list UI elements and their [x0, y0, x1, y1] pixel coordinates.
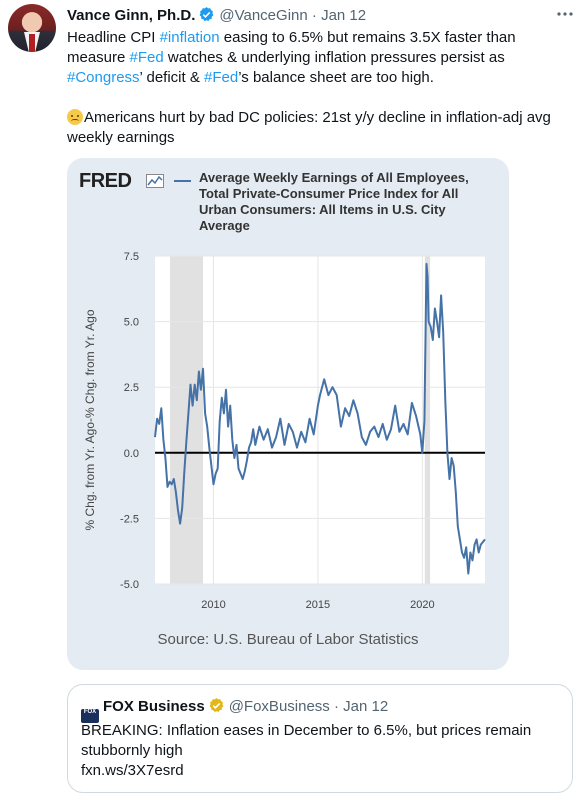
tweet-header: Vance Ginn, Ph.D. @VanceGinn · Jan 12 — [67, 6, 366, 24]
recession-band — [424, 256, 431, 584]
author-avatar[interactable] — [8, 4, 56, 52]
chart-title: Average Weekly Earnings of All Employees… — [199, 170, 469, 233]
chart-source: Source: U.S. Bureau of Labor Statistics — [157, 631, 419, 648]
quote-link[interactable]: fxn.ws/3X7esrd — [81, 762, 184, 779]
text-segment: ’ deficit & — [139, 69, 205, 86]
hashtag-fed-2[interactable]: #Fed — [204, 69, 239, 86]
separator-dot: · — [333, 698, 339, 715]
hashtag-fed[interactable]: #Fed — [129, 49, 164, 66]
text-segment: easing to 6.5% but remains 3.5X faster t… — [67, 29, 516, 66]
y-tick-label: -2.5 — [120, 513, 139, 525]
gold-verified-badge-icon — [208, 697, 225, 714]
fred-chart: 7.5 5.0 2.5 0.0 -2.5 -5.0 2010 2015 2020 % Chg. f… — [83, 251, 486, 611]
quote-author-handle[interactable]: @FoxBusiness — [228, 698, 330, 715]
text-segment: Americans hurt by bad DC policies: 21st … — [67, 109, 551, 146]
x-tick-label: 2020 — [410, 599, 434, 611]
quote-body: BREAKING: Inflation eases in December to… — [81, 722, 532, 759]
legend-swatch — [174, 180, 191, 182]
separator-dot: · — [311, 7, 317, 24]
sad-face-emoji-icon — [67, 109, 83, 125]
series-line — [154, 262, 486, 575]
quote-header: FOX FOX Business @FoxBusiness · Jan 12 — [81, 697, 388, 723]
x-tick-label: 2010 — [201, 599, 225, 611]
quote-author-name[interactable]: FOX Business — [103, 698, 205, 715]
verified-badge-icon — [198, 6, 215, 23]
fred-logo: FRED — [79, 170, 132, 192]
x-tick-label: 2015 — [306, 599, 330, 611]
chart-image[interactable]: 7.5 5.0 2.5 0.0 -2.5 -5.0 2010 2015 2020 % Chg. f… — [67, 158, 509, 670]
avatar-tie — [29, 34, 35, 52]
author-handle[interactable]: @VanceGinn — [219, 7, 308, 24]
tweet-text: Headline CPI #inflation easing to 6.5% b… — [67, 28, 572, 148]
text-segment: watches & underlying inflation pressures… — [163, 49, 505, 66]
fox-business-logo-icon: FOX — [81, 709, 99, 723]
author-name[interactable]: Vance Ginn, Ph.D. — [67, 7, 196, 24]
y-axis-label: % Chg. from Yr. Ago-% Chg. from Yr. Ago — [83, 309, 97, 530]
quoted-tweet-card[interactable]: FOX FOX Business @FoxBusiness · Jan 12 BRE… — [67, 684, 573, 793]
y-tick-label: 7.5 — [124, 251, 139, 263]
plot-area — [155, 256, 485, 584]
text-segment: Headline CPI — [67, 29, 160, 46]
fred-chart-icon — [146, 174, 164, 188]
tweet-date[interactable]: Jan 12 — [321, 7, 367, 24]
quote-text: BREAKING: Inflation eases in December to… — [81, 721, 561, 781]
y-tick-label: 0.0 — [124, 448, 139, 460]
recession-band — [170, 256, 204, 584]
y-tick-label: 2.5 — [124, 382, 139, 394]
quote-date[interactable]: Jan 12 — [343, 698, 389, 715]
tweet-paragraph-1: Headline CPI #inflation easing to 6.5% b… — [67, 28, 572, 88]
y-tick-label: -5.0 — [120, 579, 139, 591]
hashtag-congress[interactable]: #Congress — [67, 69, 140, 86]
text-segment: ’s balance sheet are too high. — [238, 69, 434, 86]
hashtag-inflation[interactable]: #inflation — [159, 29, 220, 46]
y-tick-label: 5.0 — [124, 317, 139, 329]
more-horizontal-icon[interactable] — [555, 4, 575, 29]
tweet-paragraph-2: Americans hurt by bad DC policies: 21st … — [67, 108, 572, 148]
